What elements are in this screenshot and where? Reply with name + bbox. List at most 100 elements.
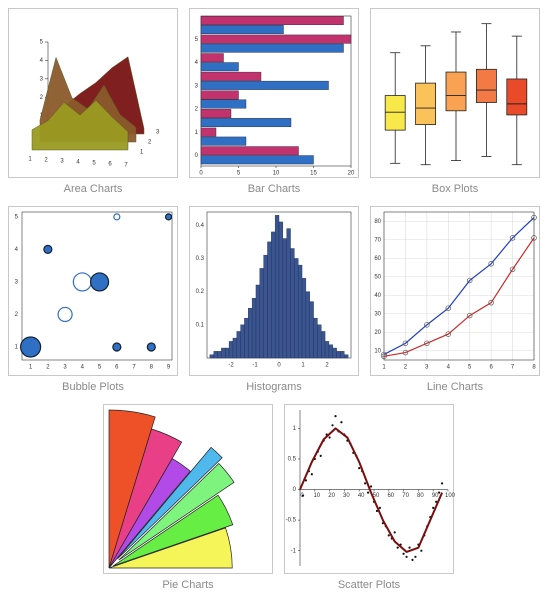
bubble <box>72 272 92 292</box>
point <box>438 491 441 494</box>
x-tick-label: 100 <box>445 493 456 499</box>
x-tick-label: 6 <box>115 365 119 371</box>
bar <box>332 347 337 359</box>
pie-slice <box>108 527 233 569</box>
point <box>387 534 390 537</box>
x-tick-label: -2 <box>228 363 234 369</box>
x-tick-label: 3 <box>63 365 67 371</box>
caption: Scatter Plots <box>338 579 401 591</box>
point <box>393 531 396 534</box>
y-tick-label: 2 <box>40 95 44 101</box>
marker <box>466 277 473 284</box>
bar <box>344 354 349 359</box>
y-tick-label: 0.1 <box>196 322 205 328</box>
bar <box>255 284 260 359</box>
bar <box>321 331 326 359</box>
bar <box>232 337 237 359</box>
x-tick-label: 2 <box>46 365 50 371</box>
plot-frame <box>21 211 173 361</box>
y-tick-label: 4 <box>40 58 44 64</box>
y-tick-label: 20 <box>374 330 381 336</box>
point <box>358 467 361 470</box>
x-tick-label: 1 <box>29 365 33 371</box>
bar <box>200 127 217 137</box>
point <box>396 546 399 549</box>
card-frame <box>370 206 540 376</box>
bar <box>225 347 230 359</box>
bubble <box>43 244 53 255</box>
y-tick-label: 1 <box>15 345 19 351</box>
marker <box>531 235 537 241</box>
x-tick-label: 4 <box>447 365 451 371</box>
bar <box>301 278 307 359</box>
y-tick-label: 5 <box>40 40 44 46</box>
box <box>506 78 528 116</box>
pie-slice <box>108 458 191 569</box>
y-tick-label: 30 <box>374 311 381 317</box>
x-tick-label: 60 <box>387 493 394 499</box>
x-tick-label: 7 <box>124 163 128 169</box>
pie-slice <box>113 494 234 567</box>
bar <box>309 301 314 359</box>
marker <box>509 235 516 241</box>
bar <box>200 53 224 63</box>
bar <box>251 298 257 359</box>
point <box>411 558 414 561</box>
point <box>328 436 331 439</box>
x-tick-label: 0 <box>199 171 203 177</box>
pie-slice <box>108 409 156 569</box>
x-tick-label: 1 <box>382 365 386 371</box>
x-tick-label: 7 <box>132 365 136 371</box>
x-tick-label: 5 <box>468 365 472 371</box>
z-tick-label: 3 <box>156 130 160 136</box>
x-tick-label: 10 <box>273 171 280 177</box>
x-tick-label: 2 <box>404 365 408 371</box>
marker <box>488 299 494 306</box>
plot-frame <box>383 211 535 361</box>
chart-card: 0 5 10 15 20 0 1 2 3 4 5 Bar Charts <box>189 8 359 195</box>
box <box>384 95 406 131</box>
caption: Line Charts <box>427 381 484 393</box>
x-tick-label: 3 <box>425 365 429 371</box>
bubble <box>164 213 173 221</box>
x-tick-label: 90 <box>432 493 439 499</box>
point <box>331 424 334 427</box>
bar <box>340 351 345 359</box>
point <box>310 473 313 476</box>
line <box>383 237 535 357</box>
bar <box>236 331 241 359</box>
point <box>304 479 308 482</box>
marker <box>531 214 537 221</box>
y-tick-label: 3 <box>40 76 44 82</box>
point <box>435 500 438 503</box>
point <box>364 482 367 485</box>
bar <box>324 341 330 359</box>
bar <box>267 241 272 359</box>
bar <box>209 354 214 359</box>
box <box>445 71 467 112</box>
bar <box>200 62 239 72</box>
bar <box>221 347 226 359</box>
x-tick-label: 8 <box>150 365 154 371</box>
point <box>414 555 417 558</box>
pie-slice <box>118 462 235 561</box>
bar <box>297 264 303 359</box>
y-tick-label: 1 <box>195 130 199 136</box>
x-tick-label: 80 <box>417 493 424 499</box>
bar <box>200 80 329 90</box>
box <box>476 68 497 103</box>
x-tick-label: 3 <box>60 159 64 165</box>
point <box>334 415 337 418</box>
z-tick-label: 2 <box>148 140 152 146</box>
y-tick-label: 0 <box>195 153 199 159</box>
x-tick-label: 0 <box>277 363 281 369</box>
x-tick-label: 70 <box>402 493 409 499</box>
x-tick-label: 50 <box>373 493 380 499</box>
bar <box>200 34 352 44</box>
bar <box>271 231 276 359</box>
bar <box>200 71 262 81</box>
y-tick-label: 1 <box>293 426 297 432</box>
bar <box>305 291 310 359</box>
z-tick-label: 1 <box>140 150 144 156</box>
